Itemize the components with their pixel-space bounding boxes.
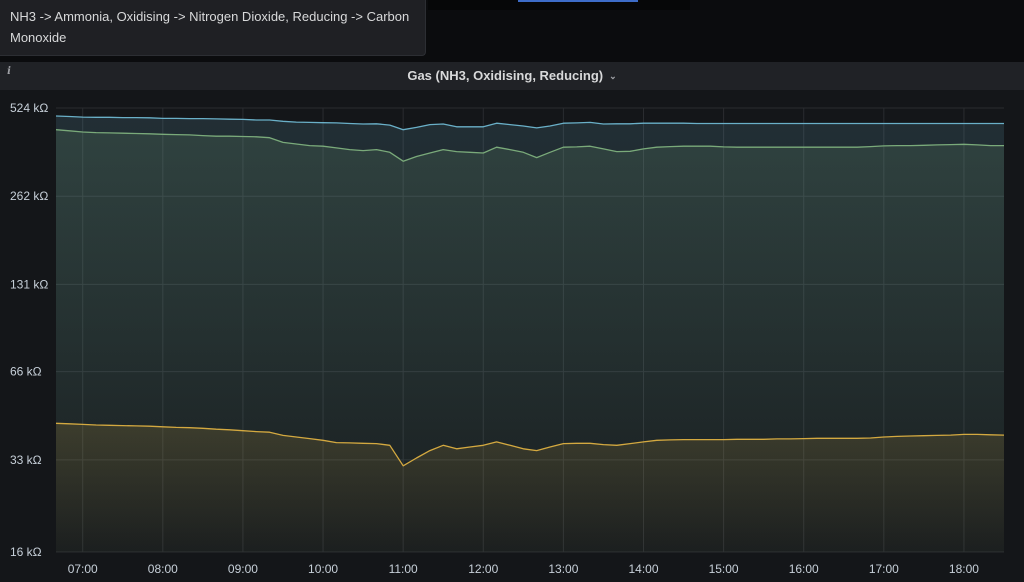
x-tick-label: 10:00 xyxy=(308,562,338,576)
x-tick-label: 11:00 xyxy=(389,562,418,576)
series-line-1 xyxy=(55,129,1004,162)
info-icon[interactable]: i xyxy=(7,66,11,77)
y-tick-label: 16 kΩ xyxy=(10,545,42,559)
x-tick-label: 13:00 xyxy=(548,562,578,576)
y-tick-label: 33 kΩ xyxy=(10,453,42,467)
sparkline-line xyxy=(518,0,638,2)
series-line-0 xyxy=(55,115,1004,131)
chevron-down-icon[interactable]: ⌄ xyxy=(609,71,617,82)
panel-title[interactable]: Gas (NH3, Oxidising, Reducing) ⌄ xyxy=(0,68,1024,83)
x-tick-label: 18:00 xyxy=(949,562,979,576)
x-tick-label: 16:00 xyxy=(789,562,819,576)
series-line-2 xyxy=(55,422,1005,467)
y-tick-label: 131 kΩ xyxy=(10,277,48,291)
x-tick-label: 17:00 xyxy=(869,562,899,576)
panel-header[interactable]: i Gas (NH3, Oxidising, Reducing) ⌄ xyxy=(0,62,1024,90)
panel-description-tooltip: NH3 -> Ammonia, Oxidising -> Nitrogen Di… xyxy=(0,0,426,56)
x-tick-label: 09:00 xyxy=(228,562,258,576)
x-tick-label: 07:00 xyxy=(68,562,98,576)
panel-title-text: Gas (NH3, Oxidising, Reducing) xyxy=(407,68,604,83)
tooltip-text: NH3 -> Ammonia, Oxidising -> Nitrogen Di… xyxy=(10,9,410,45)
series-area-2 xyxy=(56,423,1004,552)
x-tick-label: 14:00 xyxy=(628,562,658,576)
y-tick-label: 66 kΩ xyxy=(10,365,42,379)
y-tick-label: 524 kΩ xyxy=(10,101,48,115)
x-tick-label: 12:00 xyxy=(468,562,498,576)
y-tick-label: 262 kΩ xyxy=(10,189,48,203)
sparkline-panel xyxy=(428,0,690,10)
x-tick-label: 15:00 xyxy=(709,562,739,576)
x-tick-label: 08:00 xyxy=(148,562,178,576)
